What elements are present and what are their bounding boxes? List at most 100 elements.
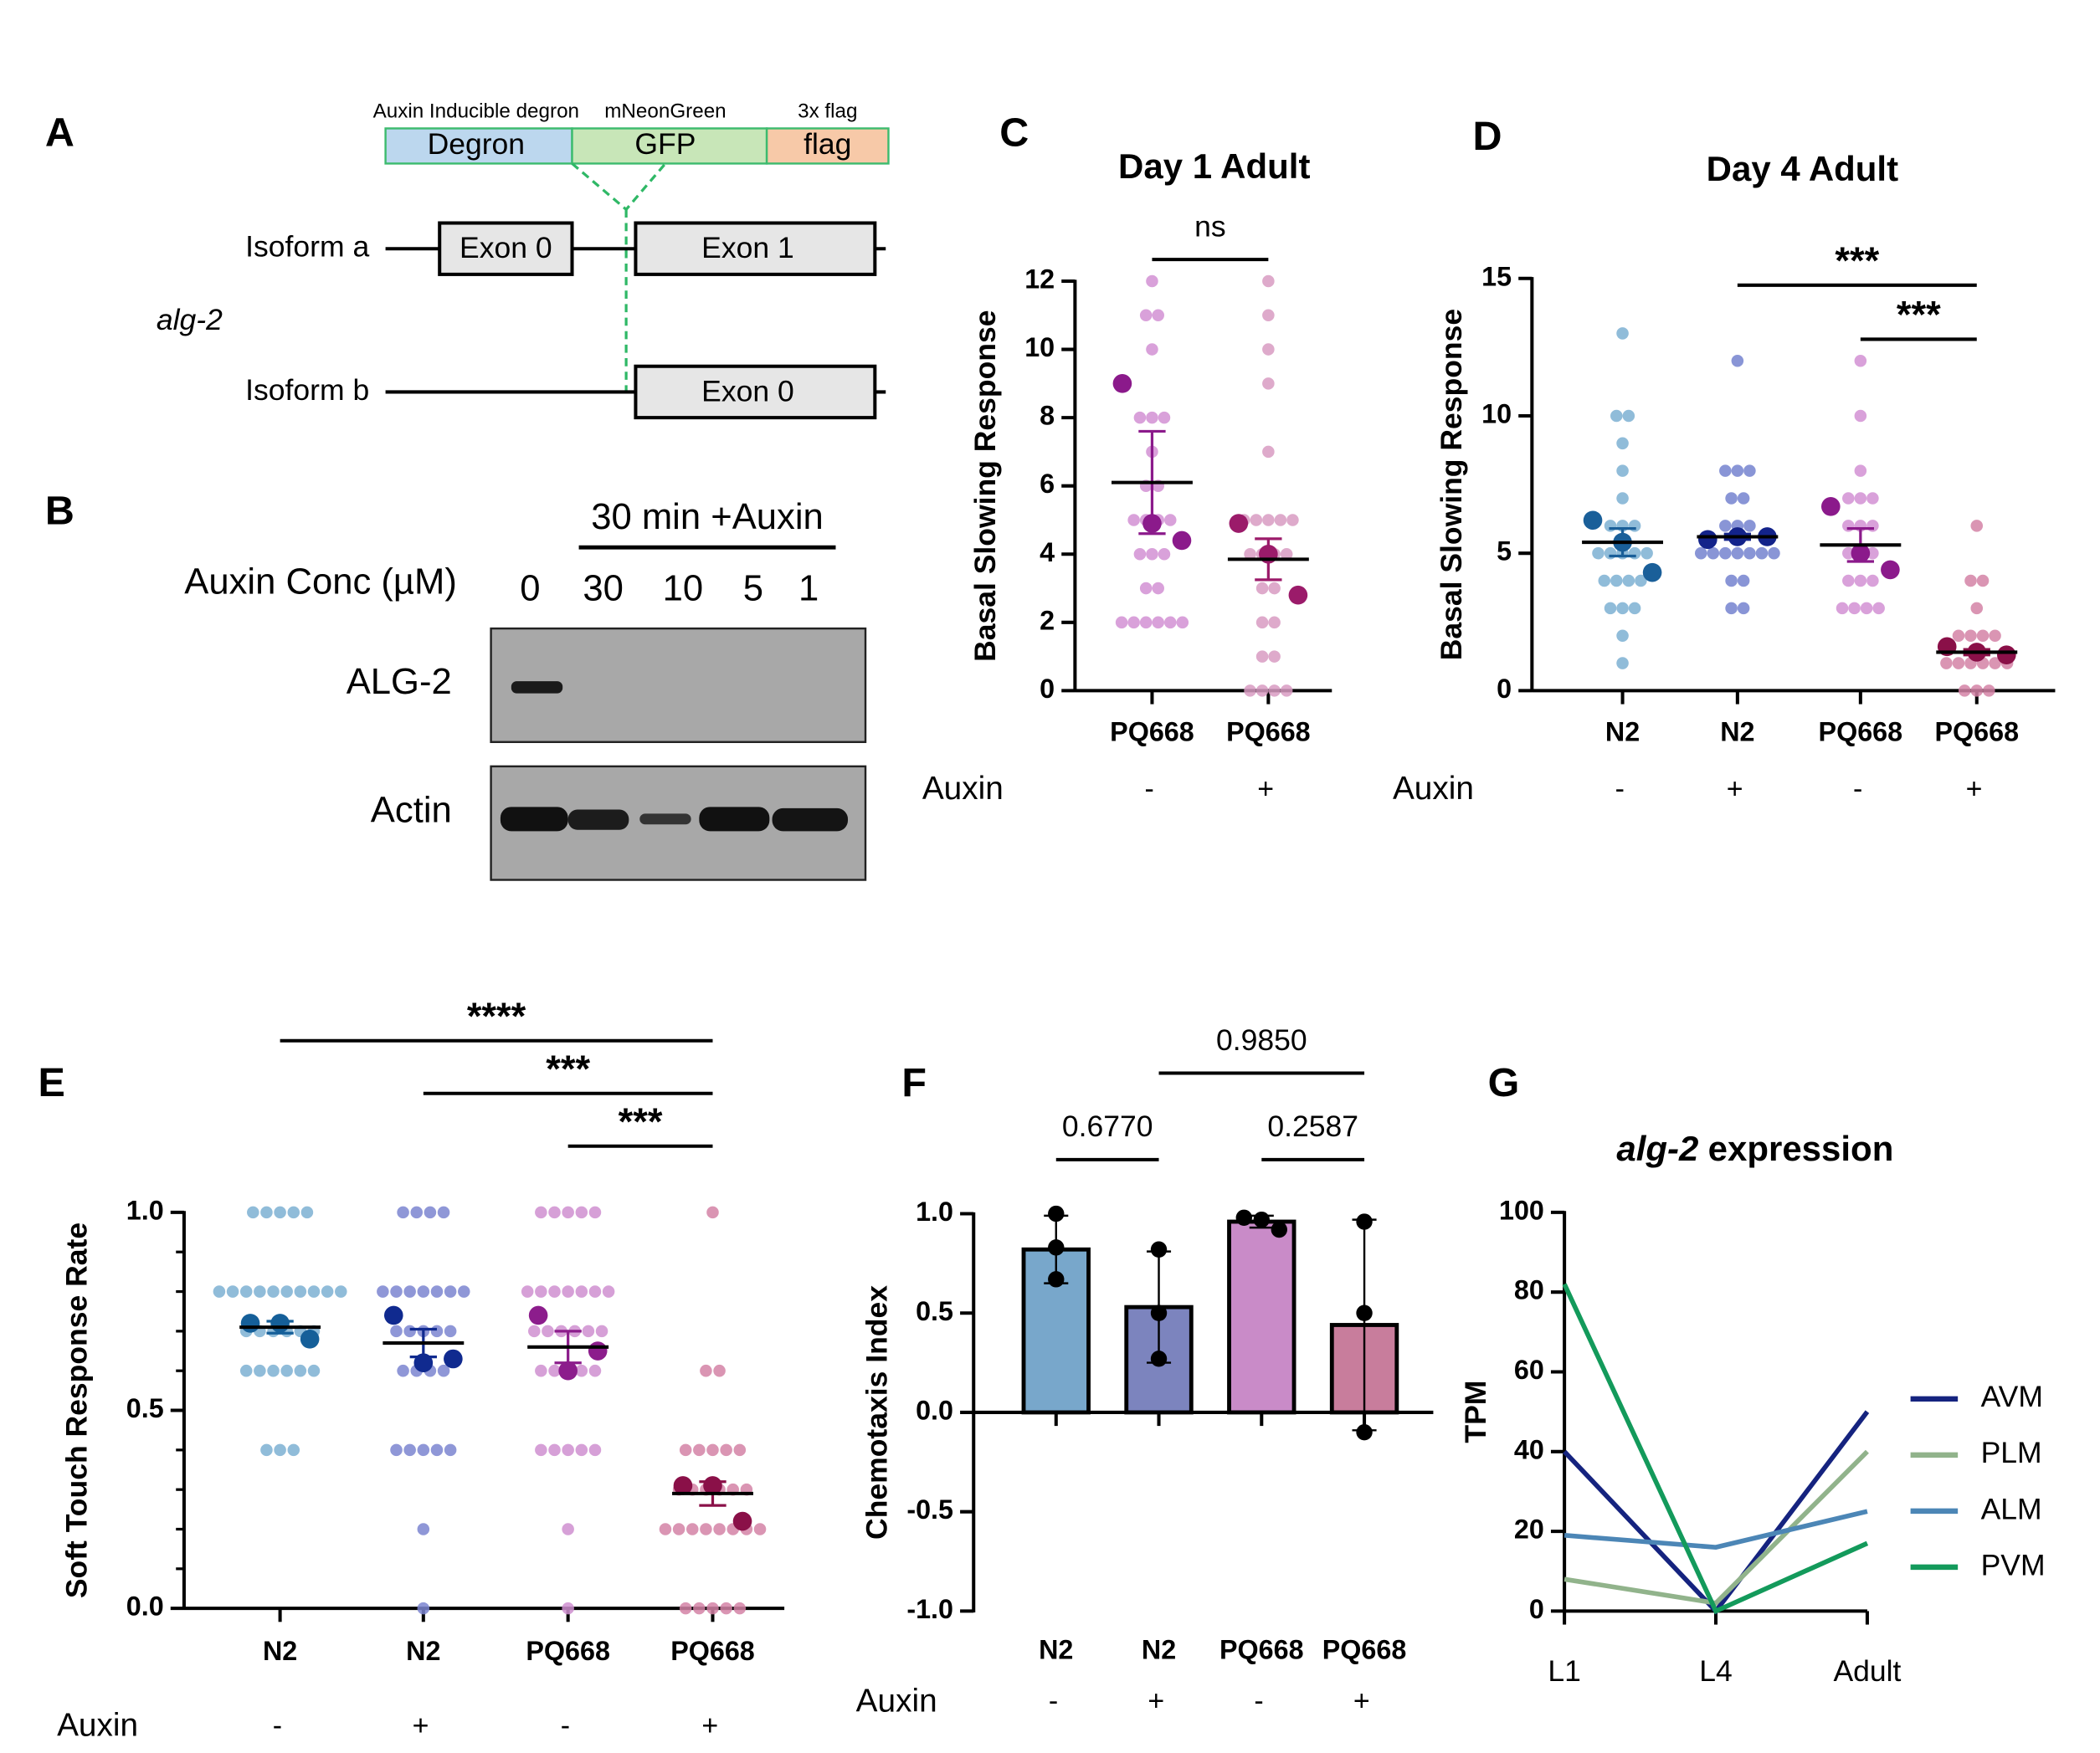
auxin-sign: -	[1254, 1685, 1263, 1717]
y-tick-label: 1.0	[916, 1197, 953, 1227]
data-point	[733, 1443, 747, 1457]
data-point	[1610, 574, 1623, 587]
legend-label: ALM	[1981, 1492, 2042, 1525]
data-point	[1150, 1304, 1168, 1321]
data-point	[753, 1523, 767, 1535]
band	[639, 813, 691, 825]
replicate-mean	[1821, 497, 1841, 516]
data-point	[1983, 684, 1995, 697]
data-point	[1854, 464, 1867, 477]
replicate-mean	[1229, 514, 1249, 533]
data-point	[1280, 684, 1293, 697]
data-point	[1616, 437, 1629, 450]
data-point	[1235, 1209, 1252, 1226]
line	[1563, 1410, 1870, 1615]
significance-label: 0.9850	[1216, 1023, 1307, 1057]
data-point	[562, 1602, 574, 1615]
data-point	[521, 1285, 534, 1298]
data-point	[254, 1364, 266, 1377]
data-point	[535, 1285, 547, 1298]
data-point	[1163, 616, 1177, 629]
legend-label: AVM	[1981, 1380, 2043, 1413]
replicate-mean	[1642, 562, 1662, 582]
data-point	[1598, 574, 1611, 587]
x-tick-label: Adult	[1833, 1654, 1901, 1688]
y-tick-label: 40	[1514, 1434, 1544, 1464]
y-axis-label: Soft Touch Response Rate	[59, 1222, 93, 1598]
y-axis-label: Basal Slowing Response	[1435, 309, 1468, 660]
panel-label: D	[1473, 114, 1502, 159]
data-point	[700, 1364, 712, 1377]
data-point	[588, 1206, 602, 1219]
y-tick-label: 0.0	[916, 1395, 953, 1425]
exon-label: Exon 1	[701, 231, 794, 264]
line	[1563, 1509, 1868, 1551]
title-part: alg-2	[1616, 1129, 1698, 1168]
data-point	[1250, 514, 1263, 526]
data-point	[733, 1602, 747, 1615]
auxin-label: Auxin	[1393, 771, 1474, 807]
y-tick-label: 10	[1024, 332, 1055, 362]
data-point	[247, 1206, 259, 1219]
data-point	[1139, 309, 1153, 322]
data-point	[1262, 343, 1275, 356]
data-point	[1842, 520, 1855, 532]
chart: 0 20 40 60 80 100 TPM L1 L4 Adult alg-2 expression A…	[1459, 1129, 2045, 1688]
data-point	[562, 1443, 574, 1457]
data-point	[548, 1206, 561, 1219]
replicate-mean	[1142, 514, 1162, 533]
data-point	[575, 1206, 588, 1219]
data-point	[294, 1364, 307, 1377]
data-point	[1616, 327, 1629, 340]
y-tick-label: 8	[1040, 401, 1055, 431]
western-blot: 30 min +Auxin Auxin Conc (µM) 0 30 10 5 …	[184, 497, 867, 881]
data-point	[535, 1206, 547, 1219]
auxin-sign: +	[1257, 773, 1274, 805]
x-tick-label: N2	[1142, 1634, 1176, 1664]
data-point	[1866, 574, 1879, 587]
data-point	[1872, 602, 1885, 615]
chart-title: alg-2 expression	[1616, 1129, 1893, 1168]
data-point	[575, 1443, 588, 1457]
x-tick-label: PQ668	[526, 1636, 610, 1666]
data-point	[1976, 629, 1990, 642]
significance-label: ***	[1897, 294, 1941, 336]
y-axis-label: TPM	[1459, 1381, 1492, 1443]
data-point	[1592, 546, 1605, 560]
data-point	[1743, 464, 1756, 477]
y-tick-label: 4	[1040, 537, 1055, 567]
data-point	[1127, 616, 1140, 629]
panel-label: F	[901, 1060, 927, 1105]
data-point	[1970, 520, 1984, 532]
conc-label: Auxin Conc (µM)	[184, 561, 457, 602]
replicate-mean	[444, 1349, 463, 1369]
replicate-mean	[1583, 510, 1603, 531]
data-point	[417, 1443, 430, 1457]
data-point	[535, 1364, 547, 1377]
data-point	[1127, 514, 1140, 526]
row-label: Actin	[371, 790, 452, 830]
data-point	[713, 1364, 726, 1377]
y-tick-label: 0	[1529, 1594, 1544, 1624]
data-point	[1622, 574, 1635, 587]
data-point	[575, 1285, 588, 1298]
data-point	[679, 1443, 692, 1457]
data-point	[720, 1443, 732, 1457]
data-point	[1158, 411, 1171, 424]
data-point	[1958, 684, 1971, 697]
band	[699, 807, 770, 832]
data-point	[588, 1364, 602, 1377]
data-point	[267, 1285, 280, 1298]
isoform-label: Isoform b	[245, 373, 369, 407]
data-point	[679, 1602, 692, 1615]
data-point	[294, 1285, 307, 1298]
data-point	[1731, 546, 1744, 560]
data-point	[1707, 546, 1720, 560]
data-point	[548, 1285, 561, 1298]
data-point	[410, 1206, 424, 1219]
x-tick-label: L4	[1699, 1654, 1733, 1688]
auxin-sign: -	[1615, 773, 1625, 805]
data-point	[1719, 464, 1732, 477]
data-point	[659, 1523, 672, 1535]
y-tick-label: 0	[1040, 674, 1055, 704]
